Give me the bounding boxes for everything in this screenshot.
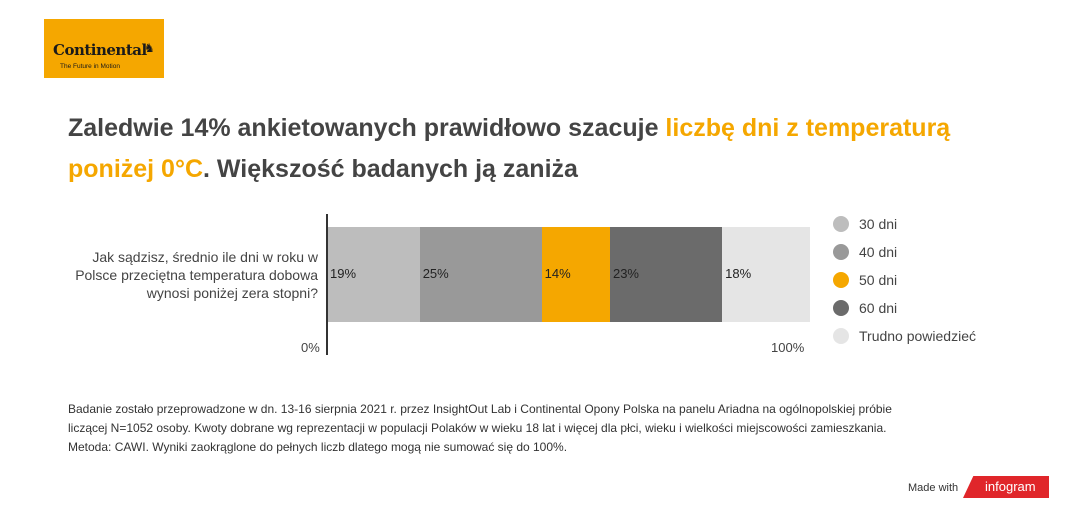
legend-label: 40 dni [859, 244, 898, 260]
title-text-end: . Większość badanych ją zaniża [203, 155, 578, 183]
legend-dot-icon [833, 328, 849, 344]
legend-label: Trudno powiedzieć [859, 328, 976, 344]
legend-label: 30 dni [859, 216, 898, 232]
bar-data-label: 25% [422, 266, 449, 281]
logo-tagline: The Future in Motion [60, 63, 120, 70]
legend-item[interactable]: Trudno powiedzieć [833, 328, 976, 344]
title-text: Zaledwie 14% ankietowanych prawidłowo sz… [68, 114, 666, 142]
bar-segment [541, 227, 610, 322]
continental-logo: Continental ♞ The Future in Motion [44, 19, 164, 78]
footnote-line: Metoda: CAWI. Wyniki zaokrąglone do pełn… [68, 440, 568, 454]
x-tick-0: 0% [301, 340, 320, 355]
horse-icon: ♞ [144, 41, 155, 55]
bar-segment [722, 227, 810, 322]
legend-item[interactable]: 50 dni [833, 272, 897, 288]
bar-data-label: 18% [725, 266, 752, 281]
infogram-link[interactable]: infogram [963, 476, 1049, 498]
footnote-line: Badanie zostało przeprowadzone w dn. 13-… [68, 402, 892, 416]
legend-dot-icon [833, 272, 849, 288]
chart-title: Zaledwie 14% ankietowanych prawidłowo sz… [68, 108, 1028, 190]
legend-item[interactable]: 40 dni [833, 244, 897, 260]
legend-item[interactable]: 60 dni [833, 300, 897, 316]
bar-data-label: 23% [612, 266, 639, 281]
legend-dot-icon [833, 244, 849, 260]
legend-dot-icon [833, 300, 849, 316]
bar-segment [419, 227, 542, 322]
made-with-text: Made with [908, 482, 959, 494]
legend-label: 60 dni [859, 300, 898, 316]
legend-dot-icon [833, 216, 849, 232]
legend-item[interactable]: 30 dni [833, 216, 897, 232]
bar-data-label: 14% [544, 266, 571, 281]
y-axis-line [326, 214, 328, 355]
x-tick-100: 100% [771, 340, 805, 355]
legend-label: 50 dni [859, 272, 898, 288]
bar-segment [609, 227, 723, 322]
footnote: Badanie zostało przeprowadzone w dn. 13-… [68, 400, 1028, 457]
bar-data-label: 19% [330, 266, 357, 281]
title-highlight: liczbę dni z temperaturą poniżej 0°C [68, 114, 951, 183]
logo-name: Continental [53, 41, 147, 59]
infogram-brand: infogram [985, 479, 1036, 494]
category-label: Jak sądzisz, średnio ile dni w roku w Po… [75, 249, 318, 301]
bar-segment [327, 227, 420, 322]
footnote-line: liczącej N=1052 osoby. Kwoty dobrane wg … [68, 421, 887, 435]
